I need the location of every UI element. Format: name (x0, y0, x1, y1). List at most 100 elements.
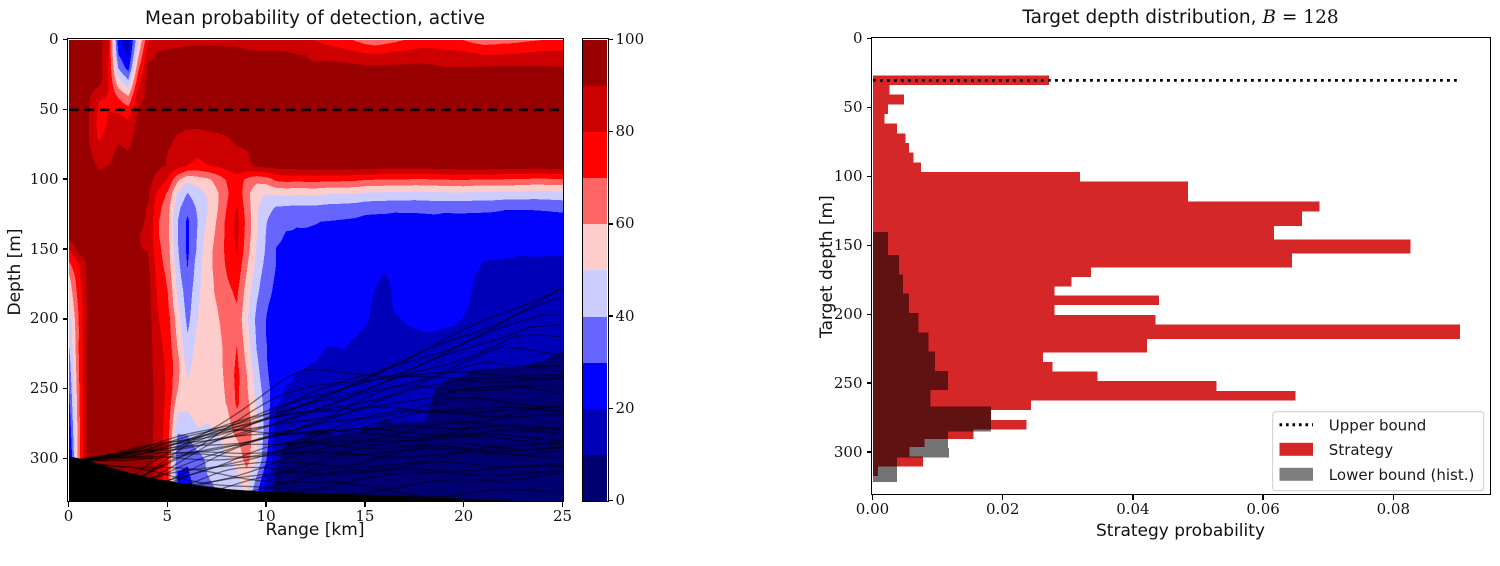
left-xtick-5 (166, 502, 168, 507)
depth-histogram: Upper bound Strategy Lower bound (hist.) (872, 74, 1484, 491)
lower-bound-bar-6 (872, 351, 935, 371)
right-x-axis-label: Strategy probability (1096, 521, 1265, 541)
strategy-bar-12 (872, 200, 1320, 212)
right-plot-title-text: Target depth distribution, (1022, 7, 1263, 28)
left-xtick-label-25: 25 (552, 507, 573, 525)
right-xtick-1 (1002, 495, 1004, 500)
lower-bound-bar-1 (872, 254, 899, 274)
colorbar-tick-0 (608, 499, 613, 502)
strategy-bar-7 (872, 142, 909, 153)
strategy-bar-3 (872, 103, 888, 114)
left-x-axis-label: Range [km] (265, 520, 365, 540)
strategy-bar-8 (872, 152, 913, 162)
strategy-bar-18 (872, 276, 1072, 286)
legend-label-0: Upper bound (1328, 416, 1425, 434)
left-xtick-20 (463, 502, 465, 507)
colorbar-band-50-60 (583, 223, 607, 271)
lower-bound-bar-2 (872, 273, 903, 294)
strategy-bar-6 (872, 132, 906, 143)
left-xtick-label-15: 15 (355, 507, 375, 525)
left-plot-title: Mean probability of detection, active (145, 8, 485, 29)
strategy-bar-2 (872, 94, 904, 104)
colorbar-band-10-20 (583, 408, 607, 455)
left-xtick-0 (67, 502, 70, 507)
right-xtick-3 (1262, 495, 1264, 500)
left-ytick-label-150: 150 (29, 239, 59, 258)
colorbar-band-60-70 (583, 177, 607, 225)
lower-bound-bar-0 (872, 231, 888, 255)
left-ytick-label-250: 250 (29, 379, 59, 398)
colorbar-tick-80 (608, 131, 613, 133)
lower-bound-bar-8 (872, 389, 930, 406)
left-xtick-10 (265, 502, 267, 507)
strategy-bar-25 (872, 351, 1043, 362)
colorbar-tick-label-0: 0 (615, 491, 626, 509)
right-plot-title-math: B = 128 (1262, 7, 1339, 28)
heatmap-canvas (68, 39, 563, 501)
strategy-bar-15 (872, 238, 1411, 254)
right-ytick-label-300: 300 (833, 442, 863, 461)
right-xtick-2 (1132, 495, 1134, 500)
lower-bound-bar-11 (872, 447, 949, 457)
colorbar-tick-label-80: 80 (615, 122, 635, 141)
colorbar-tick-20 (608, 407, 613, 409)
right-xtick-4 (1392, 495, 1394, 500)
right-ytick-label-200: 200 (833, 304, 863, 323)
strategy-bar-21 (872, 304, 1055, 315)
right-ytick-250 (866, 382, 871, 384)
left-ytick-label-300: 300 (29, 449, 59, 468)
right-ytick-label-50: 50 (843, 97, 863, 116)
colorbar-band-90-100 (583, 39, 607, 87)
colorbar-tick-label-20: 20 (615, 398, 635, 417)
left-ytick-100 (62, 178, 67, 180)
strategy-bar-0 (872, 74, 1049, 85)
colorbar-tick-40 (608, 315, 613, 317)
strategy-bar-4 (872, 113, 885, 124)
right-xtick-0 (871, 495, 874, 500)
lower-bound-bar-10 (872, 430, 948, 448)
strategy-bar-22 (872, 314, 1156, 324)
strategy-bar-17 (872, 267, 1091, 277)
lower-bound-bar-9 (872, 405, 991, 431)
strategy-bar-24 (872, 338, 1147, 352)
colorbar-tick-60 (608, 223, 613, 225)
colorbar (583, 39, 607, 501)
strategy-bar-13 (872, 211, 1302, 226)
right-ytick-0 (866, 37, 871, 40)
lower-bound-bar-7 (872, 370, 948, 390)
left-ytick-300 (62, 457, 67, 460)
lower-bound-bar-3 (872, 293, 909, 313)
left-ytick-label-50: 50 (39, 99, 59, 118)
legend-sample-lower-bound (1279, 467, 1313, 481)
right-ytick-label-100: 100 (833, 166, 863, 185)
right-ytick-label-150: 150 (833, 235, 863, 254)
colorbar-band-0-10 (583, 454, 607, 501)
strategy-bar-28 (872, 380, 1217, 391)
lower-bound-bar-5 (872, 331, 928, 352)
right-xtick-label-2: 0.04 (1116, 500, 1150, 518)
legend-sample-strategy (1279, 442, 1313, 456)
strategy-bar-27 (872, 371, 1098, 381)
strategy-bar-19 (872, 285, 1055, 295)
left-xtick-25 (561, 502, 564, 507)
detection-heatmap (68, 39, 563, 501)
colorbar-tick-label-40: 40 (615, 306, 635, 325)
colorbar-tick-label-60: 60 (615, 214, 635, 233)
colorbar-tick-100 (608, 38, 613, 41)
right-ytick-200 (866, 313, 871, 315)
left-xtick-label-20: 20 (454, 507, 474, 525)
legend-box (1271, 410, 1484, 491)
left-ytick-150 (62, 248, 67, 250)
right-ytick-100 (866, 175, 871, 178)
strategy-bar-5 (872, 123, 897, 133)
left-ytick-250 (62, 388, 67, 390)
colorbar-band-40-50 (583, 270, 607, 317)
right-ytick-300 (866, 451, 871, 453)
right-ytick-50 (866, 106, 871, 109)
strategy-bar-26 (872, 361, 1053, 372)
right-plot-title: Target depth distribution, B = 128 (872, 7, 1489, 28)
strategy-bar-11 (872, 180, 1188, 201)
left-ytick-label-100: 100 (29, 169, 59, 188)
right-xtick-label-4: 0.08 (1376, 500, 1410, 518)
left-xtick-15 (364, 502, 366, 507)
